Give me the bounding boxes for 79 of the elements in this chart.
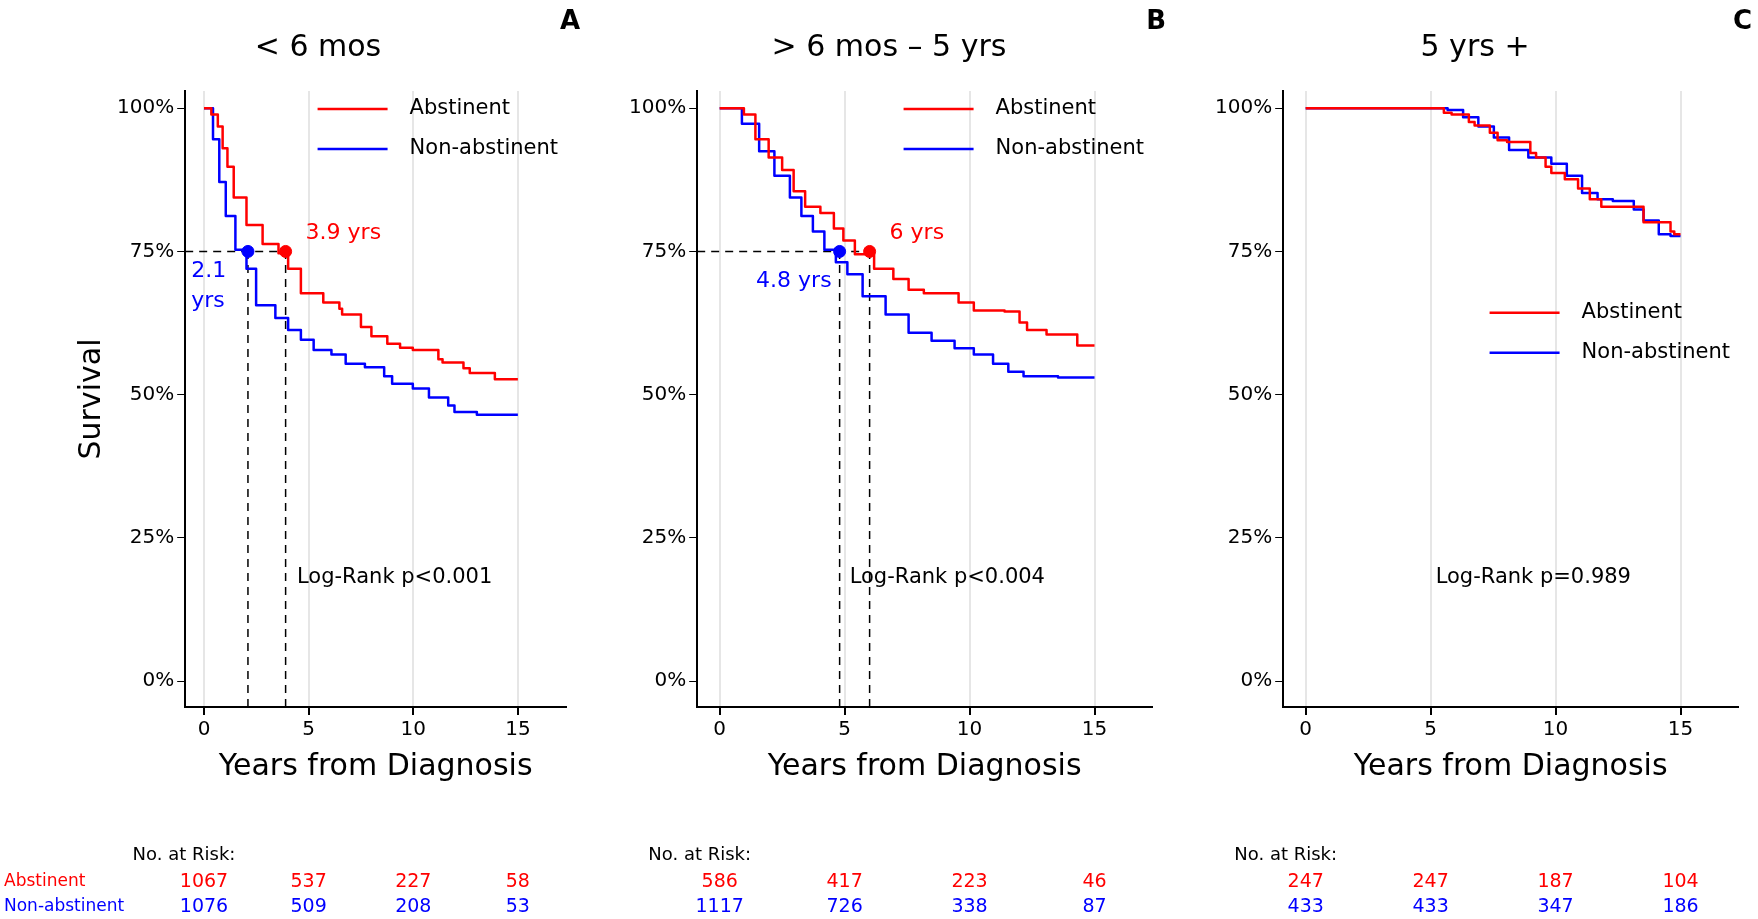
text: 586	[701, 868, 738, 891]
x-tick-label: 0	[713, 716, 727, 741]
y-tick-label: 50%	[641, 380, 687, 405]
text: 87	[1082, 893, 1107, 916]
annotation: 6 yrs	[889, 219, 945, 245]
y-tick-label: 25%	[641, 524, 687, 549]
x-tick-label: 0	[197, 716, 211, 741]
text: 1067	[179, 868, 229, 891]
text: Abstinent	[4, 870, 86, 891]
text: 104	[1662, 868, 1699, 891]
x-axis-title: Years from Diagnosis	[217, 746, 533, 782]
text: No. at Risk:	[132, 842, 236, 864]
x-axis-title: Years from Diagnosis	[766, 746, 1082, 782]
text: 537	[290, 868, 327, 891]
y-axis-title: Survival	[71, 338, 107, 460]
y-tick-label: 75%	[129, 237, 175, 262]
y-tick-label: 0%	[142, 667, 175, 692]
legend-label: Abstinent	[995, 95, 1097, 120]
x-tick-label: 5	[838, 716, 851, 741]
chart-title: 5 yrs +	[1420, 27, 1530, 63]
text: 509	[290, 893, 327, 916]
x-tick-label: 5	[1424, 716, 1437, 741]
text: 187	[1537, 868, 1574, 891]
text: 227	[395, 868, 432, 891]
x-axis-title: Years from Diagnosis	[1352, 746, 1668, 782]
y-tick-label: 100%	[116, 94, 175, 119]
text: Non-abstinent	[4, 895, 125, 916]
y-tick-label: 25%	[1227, 524, 1273, 549]
x-tick-label: 15	[1667, 716, 1694, 741]
y-tick-label: 100%	[1214, 94, 1273, 119]
text: 338	[951, 893, 988, 916]
annotation: 2.1 yrs	[191, 257, 227, 313]
text: No. at Risk:	[648, 842, 752, 864]
y-tick-label: 75%	[641, 237, 687, 262]
chart-title: < 6 mos	[254, 27, 382, 63]
annotation: 4.8 yrs	[756, 267, 832, 293]
x-tick-label: 15	[505, 716, 531, 741]
x-tick-label: 10	[400, 716, 426, 741]
text: B	[1146, 4, 1166, 35]
text: 223	[951, 868, 988, 891]
text: A	[559, 4, 580, 35]
text: 726	[826, 893, 863, 916]
text: 208	[395, 893, 432, 916]
y-tick-label: 75%	[1227, 237, 1273, 262]
x-tick-label: 10	[956, 716, 983, 741]
y-tick-label: 50%	[1227, 380, 1273, 405]
legend-label: Non-abstinent	[1581, 339, 1731, 364]
text: 433	[1287, 893, 1324, 916]
legend-label: Abstinent	[409, 95, 511, 120]
text: 247	[1287, 868, 1324, 891]
text: 417	[826, 868, 863, 891]
x-tick-label: 15	[1081, 716, 1108, 741]
legend-label: Non-abstinent	[409, 135, 559, 160]
legend-label: Non-abstinent	[995, 135, 1145, 160]
x-tick-label: 0	[1299, 716, 1313, 741]
text: 186	[1662, 893, 1699, 916]
text: No. at Risk:	[1234, 842, 1338, 864]
y-tick-label: 0%	[654, 667, 687, 692]
y-tick-label: 0%	[1240, 667, 1273, 692]
annotation: 3.9 yrs	[305, 219, 382, 245]
text: 1076	[179, 893, 229, 916]
text: C	[1732, 4, 1752, 35]
y-tick-label: 100%	[628, 94, 687, 119]
annotation: Log-Rank p<0.001	[296, 564, 493, 589]
y-tick-label: 25%	[129, 524, 175, 549]
text: 1117	[695, 893, 744, 916]
legend-label: Abstinent	[1581, 299, 1683, 324]
text: 53	[505, 893, 530, 916]
text: 433	[1412, 893, 1449, 916]
chart-title: > 6 mos – 5 yrs	[771, 27, 1007, 63]
text: 58	[505, 868, 530, 891]
x-tick-label: 5	[302, 716, 315, 741]
text: 347	[1537, 893, 1574, 916]
x-tick-label: 10	[1542, 716, 1569, 741]
annotation: Log-Rank p=0.989	[1435, 564, 1631, 589]
annotation: Log-Rank p<0.004	[849, 564, 1045, 589]
text: 247	[1412, 868, 1449, 891]
y-tick-label: 50%	[129, 380, 175, 405]
text: 46	[1082, 868, 1107, 891]
